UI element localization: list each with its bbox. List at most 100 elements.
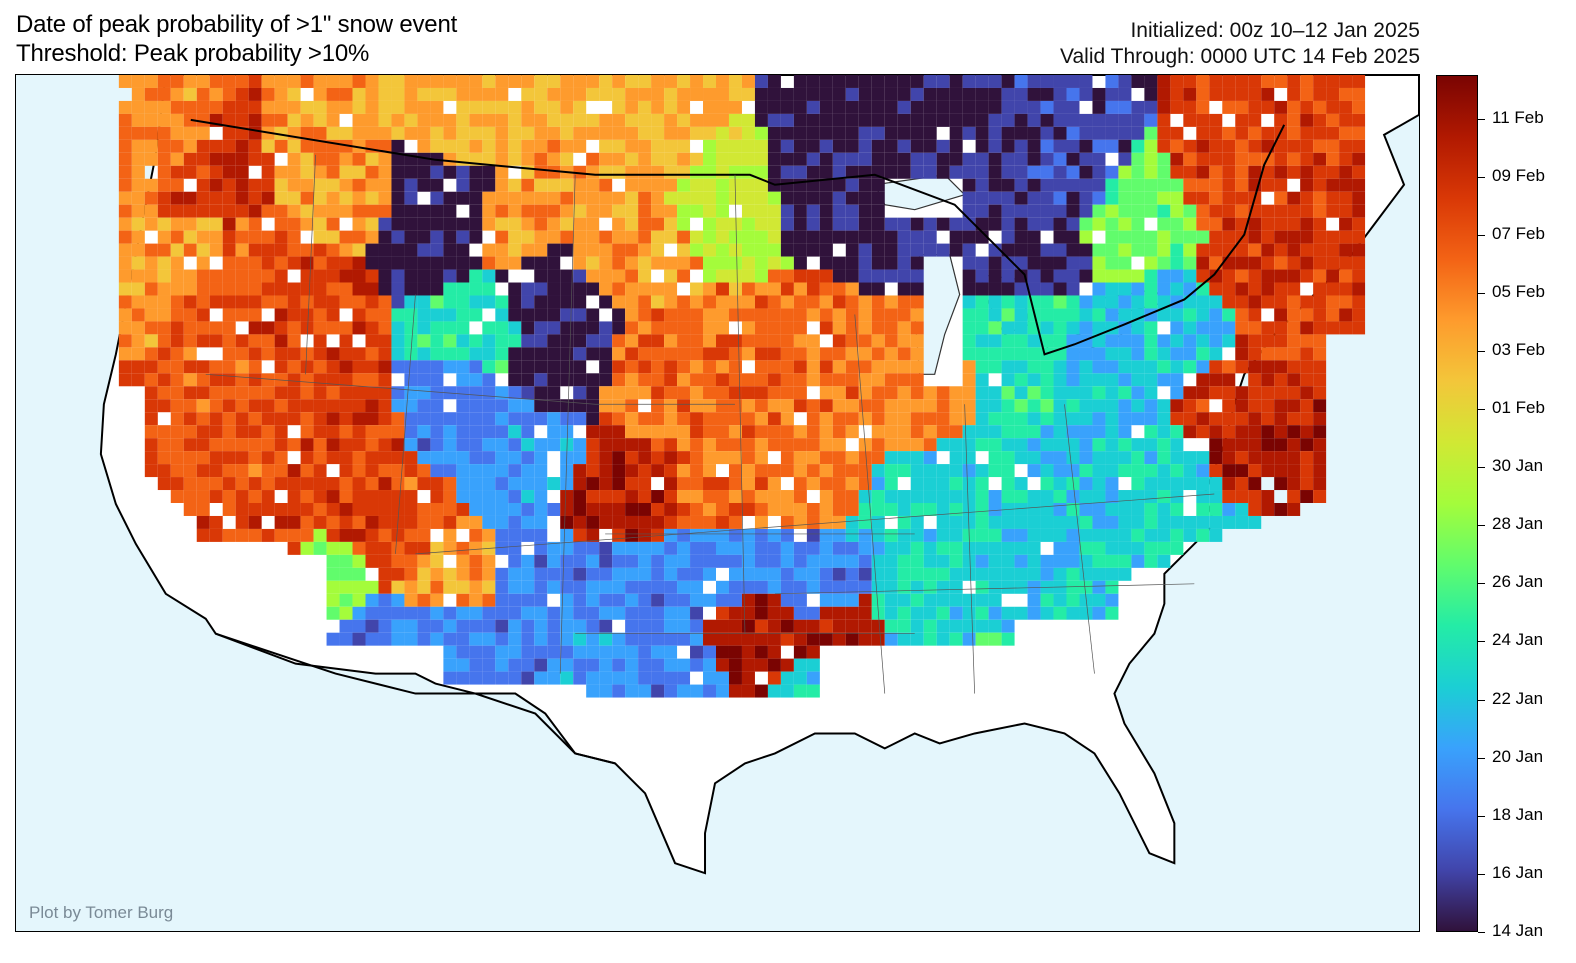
- heat-cell: [1131, 438, 1145, 452]
- heat-cell: [651, 490, 665, 503]
- heat-cell: [1287, 373, 1301, 387]
- heat-cell: [651, 554, 665, 568]
- heat-cell: [495, 503, 509, 516]
- heat-cell: [1053, 178, 1067, 192]
- heat-cell: [469, 477, 483, 491]
- heat-cell: [975, 490, 989, 503]
- heat-cell: [625, 100, 639, 114]
- heat-cell: [897, 541, 911, 555]
- heat-cell: [1209, 451, 1223, 465]
- heat-cell: [1196, 503, 1210, 516]
- heat-cell: [625, 515, 639, 529]
- heat-cell: [767, 256, 781, 270]
- heat-cell: [443, 321, 457, 335]
- heat-cell: [651, 438, 665, 452]
- heat-cell: [157, 438, 171, 452]
- heat-cell: [352, 490, 366, 503]
- heat-cell: [638, 191, 652, 205]
- heat-cell: [1027, 606, 1041, 620]
- heat-cell: [1300, 399, 1314, 413]
- heat-cell: [690, 606, 704, 620]
- tick-mark: [1478, 583, 1485, 585]
- heat-cell: [690, 321, 704, 335]
- heat-cell: [728, 541, 742, 555]
- heat-cell: [767, 425, 781, 439]
- heat-cell: [248, 113, 262, 127]
- heat-cell: [780, 632, 794, 646]
- heat-cell: [1014, 477, 1028, 491]
- heat-cell: [222, 464, 236, 478]
- heat-cell: [910, 477, 924, 491]
- heat-cell: [1313, 113, 1327, 127]
- heat-cell: [1209, 334, 1223, 348]
- heat-cell: [884, 256, 898, 270]
- heat-cell: [871, 139, 885, 153]
- heat-cell: [625, 412, 639, 426]
- heat-cell: [404, 75, 418, 88]
- heat-cell: [1222, 295, 1236, 309]
- heat-cell: [1274, 438, 1288, 452]
- heat-cell: [287, 490, 301, 503]
- heat-cell: [482, 503, 496, 516]
- heat-cell: [910, 503, 924, 516]
- heat-cell: [1001, 87, 1015, 101]
- heat-cell: [300, 191, 314, 205]
- heat-cell: [806, 632, 820, 646]
- heat-cell: [1339, 256, 1353, 270]
- heat-cell: [482, 256, 496, 270]
- heat-cell: [521, 360, 535, 374]
- heat-cell: [430, 515, 444, 529]
- heat-cell: [118, 100, 132, 114]
- heat-cell: [910, 541, 924, 555]
- heat-cell: [1313, 126, 1327, 140]
- heat-cell: [780, 528, 794, 542]
- heat-cell: [248, 282, 262, 296]
- heat-cell: [1274, 217, 1288, 231]
- heat-cell: [222, 295, 236, 309]
- heat-cell: [690, 438, 704, 452]
- heat-cell: [754, 515, 768, 529]
- heat-cell: [625, 126, 639, 140]
- heat-cell: [728, 619, 742, 633]
- heat-cell: [884, 567, 898, 581]
- heat-cell: [404, 541, 418, 555]
- heat-cell: [1235, 503, 1249, 516]
- heat-cell: [1118, 503, 1132, 516]
- heat-cell: [923, 477, 937, 491]
- heat-cell: [521, 438, 535, 452]
- heat-cell: [352, 541, 366, 555]
- heat-cell: [871, 412, 885, 426]
- heat-cell: [962, 321, 976, 335]
- heat-cell: [1066, 528, 1080, 542]
- heat-cell: [157, 269, 171, 283]
- heat-cell: [923, 126, 937, 140]
- heat-cell: [534, 308, 548, 322]
- heat-cell: [157, 243, 171, 257]
- heat-cell: [651, 606, 665, 620]
- heat-cell: [988, 593, 1002, 607]
- heat-cell: [780, 87, 794, 101]
- heat-cell: [1105, 477, 1119, 491]
- heat-cell: [1222, 386, 1236, 400]
- heat-cell: [1300, 477, 1314, 491]
- heat-cell: [365, 451, 379, 465]
- heat-cell: [871, 321, 885, 335]
- heat-cell: [508, 75, 522, 88]
- heat-cell: [936, 425, 950, 439]
- heat-cell: [170, 113, 184, 127]
- heat-cell: [599, 412, 613, 426]
- heat-cell: [884, 139, 898, 153]
- heat-cell: [144, 373, 158, 387]
- heat-cell: [638, 113, 652, 127]
- heat-cell: [274, 204, 288, 218]
- heat-cell: [1066, 75, 1080, 88]
- heat-cell: [923, 399, 937, 413]
- heat-cell: [1261, 334, 1275, 348]
- heat-cell: [183, 308, 197, 322]
- initialized-text: Initialized: 00z 10–12 Jan 2025: [1130, 19, 1420, 42]
- heat-cell: [534, 217, 548, 231]
- heat-cell: [482, 645, 496, 659]
- heat-cell: [638, 178, 652, 192]
- heat-cell: [495, 360, 509, 374]
- heat-cell: [534, 658, 548, 672]
